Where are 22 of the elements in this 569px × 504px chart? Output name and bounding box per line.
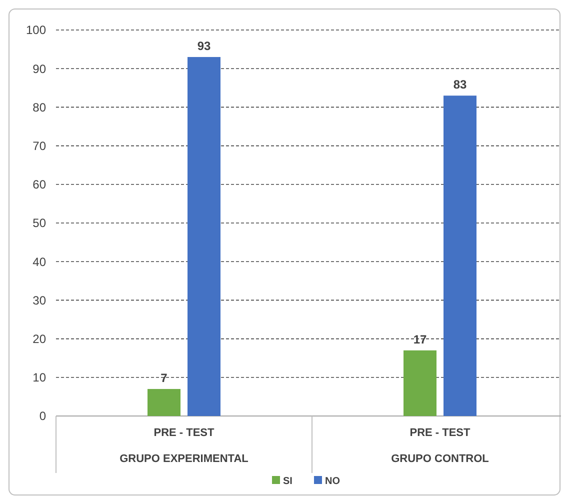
y-tick-label: 20 (32, 332, 46, 346)
data-label: 93 (197, 39, 211, 54)
y-tick-label: 10 (32, 370, 46, 385)
legend-label: NO (325, 476, 340, 487)
y-tick-label: 50 (32, 216, 46, 230)
y-tick-label: 30 (32, 293, 46, 308)
bar (404, 350, 436, 416)
data-label: 83 (453, 78, 467, 92)
y-tick-label: 100 (26, 23, 46, 38)
y-tick-label: 80 (32, 100, 46, 114)
category-label: PRE - TEST GRUPO EXPERIMENTAL (120, 427, 248, 465)
y-tick-label: 40 (32, 254, 46, 269)
bar (188, 57, 220, 416)
y-tick-label: 70 (32, 139, 46, 153)
legend-label: SI (283, 476, 293, 487)
bar (148, 388, 180, 416)
data-label: 17 (413, 332, 427, 346)
bar (444, 96, 476, 416)
y-tick-label: 60 (32, 178, 46, 192)
y-tick-label: 0 (39, 409, 46, 424)
category-label: PRE - TEST GRUPO CONTROL (391, 427, 489, 465)
y-tick-label: 90 (32, 62, 46, 76)
